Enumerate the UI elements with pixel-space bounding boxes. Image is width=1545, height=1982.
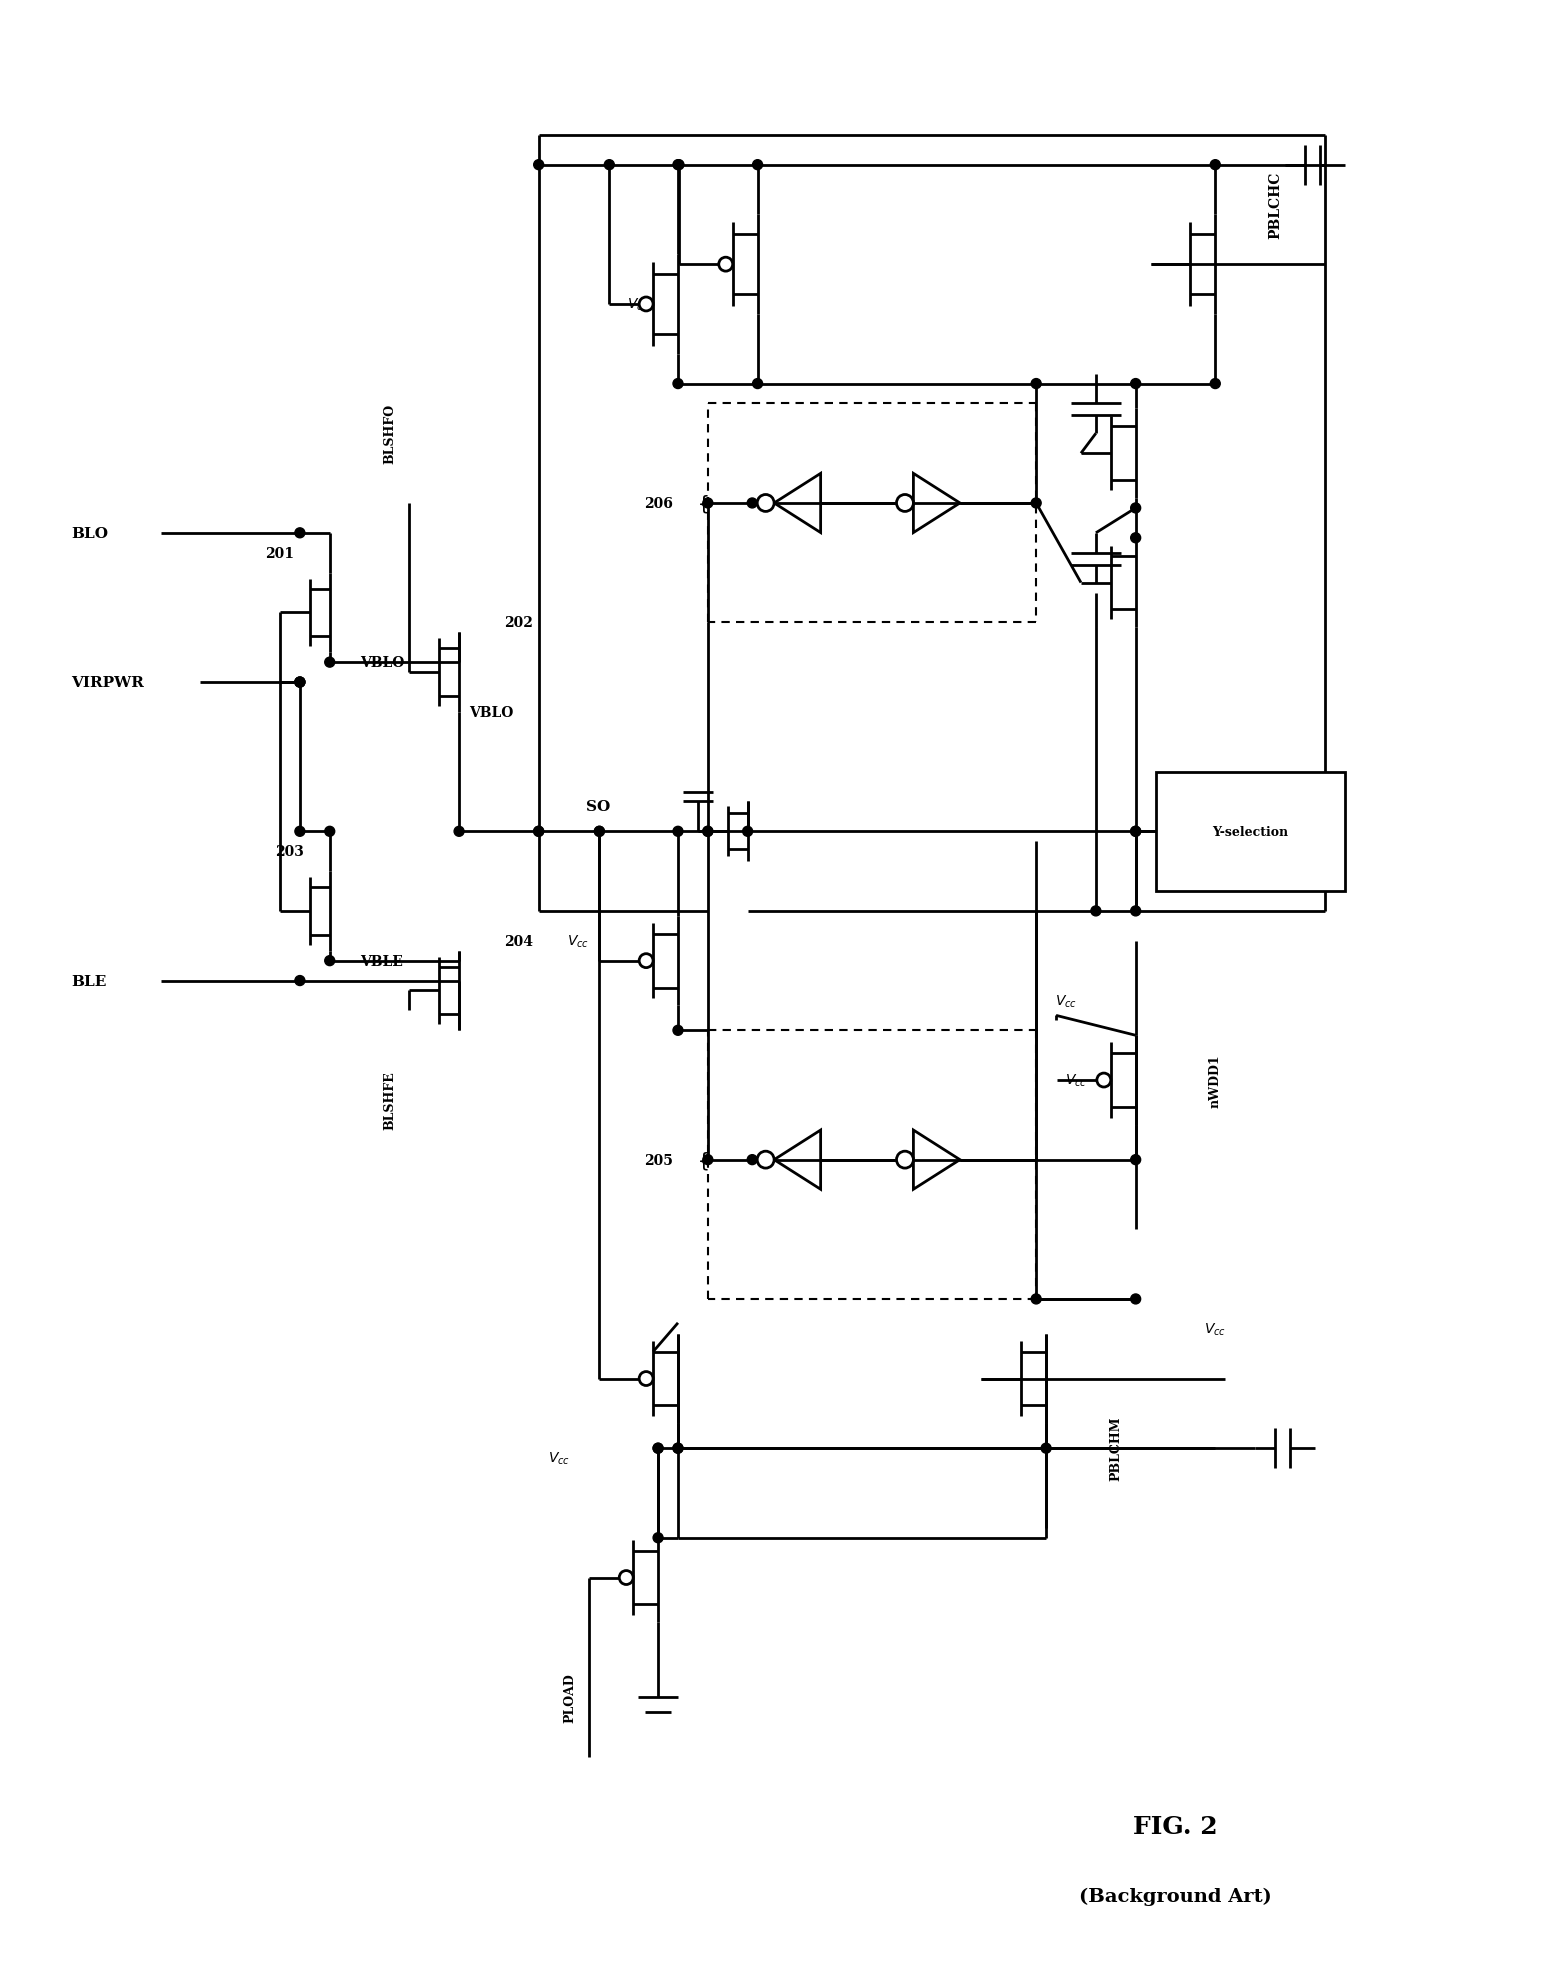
Circle shape bbox=[1131, 533, 1140, 543]
Circle shape bbox=[748, 499, 757, 509]
Circle shape bbox=[620, 1572, 633, 1586]
Circle shape bbox=[1210, 161, 1221, 170]
Circle shape bbox=[640, 1372, 654, 1385]
Circle shape bbox=[295, 678, 304, 688]
Text: $V_{cc}$: $V_{cc}$ bbox=[627, 297, 649, 313]
Circle shape bbox=[533, 161, 544, 170]
Circle shape bbox=[654, 1443, 663, 1453]
Circle shape bbox=[640, 953, 654, 967]
Circle shape bbox=[1210, 379, 1221, 388]
Circle shape bbox=[533, 826, 544, 836]
Circle shape bbox=[604, 161, 615, 170]
Circle shape bbox=[295, 826, 304, 836]
Text: FIG. 2: FIG. 2 bbox=[1132, 1814, 1217, 1839]
Circle shape bbox=[1131, 1156, 1140, 1165]
Circle shape bbox=[595, 826, 604, 836]
Text: 204: 204 bbox=[504, 934, 533, 947]
Circle shape bbox=[295, 529, 304, 539]
Text: BLO: BLO bbox=[71, 527, 108, 541]
Circle shape bbox=[674, 161, 683, 170]
Text: PBLCHC: PBLCHC bbox=[1268, 172, 1282, 240]
Circle shape bbox=[654, 1443, 663, 1453]
Circle shape bbox=[1131, 503, 1140, 513]
Circle shape bbox=[324, 658, 335, 668]
Text: Y-selection: Y-selection bbox=[1211, 825, 1289, 838]
Circle shape bbox=[674, 1443, 683, 1453]
Text: 202: 202 bbox=[504, 616, 533, 630]
Text: $\mathtt{\{}$: $\mathtt{\{}$ bbox=[697, 494, 709, 515]
Circle shape bbox=[703, 499, 712, 509]
Text: 203: 203 bbox=[275, 844, 304, 858]
Circle shape bbox=[1031, 1294, 1041, 1304]
Text: $V_{cc}$: $V_{cc}$ bbox=[1065, 1072, 1088, 1088]
Circle shape bbox=[1131, 906, 1140, 916]
Circle shape bbox=[896, 1152, 913, 1169]
Text: BLE: BLE bbox=[71, 973, 107, 989]
Circle shape bbox=[295, 678, 304, 688]
Circle shape bbox=[703, 826, 712, 836]
Circle shape bbox=[757, 1152, 774, 1169]
Circle shape bbox=[674, 379, 683, 388]
Circle shape bbox=[1131, 826, 1140, 836]
Circle shape bbox=[640, 297, 654, 311]
Circle shape bbox=[324, 955, 335, 965]
Circle shape bbox=[533, 826, 544, 836]
Circle shape bbox=[752, 161, 763, 170]
Circle shape bbox=[1131, 1294, 1140, 1304]
Circle shape bbox=[1091, 906, 1102, 916]
Circle shape bbox=[674, 1027, 683, 1037]
Text: nWDD1: nWDD1 bbox=[1208, 1054, 1222, 1108]
FancyBboxPatch shape bbox=[1156, 773, 1344, 892]
Text: 206: 206 bbox=[644, 497, 672, 511]
Circle shape bbox=[748, 1156, 757, 1165]
Circle shape bbox=[703, 1156, 712, 1165]
Circle shape bbox=[295, 678, 304, 688]
Text: $V_{cc}$: $V_{cc}$ bbox=[547, 1451, 570, 1467]
Text: PBLCHM: PBLCHM bbox=[1109, 1417, 1122, 1481]
Circle shape bbox=[654, 1532, 663, 1542]
Text: SO: SO bbox=[586, 801, 610, 815]
Circle shape bbox=[1031, 379, 1041, 388]
Circle shape bbox=[896, 496, 913, 511]
Circle shape bbox=[1131, 379, 1140, 388]
Text: (Background Art): (Background Art) bbox=[1078, 1887, 1272, 1905]
Text: $V_{cc}$: $V_{cc}$ bbox=[567, 934, 590, 949]
Text: PLOAD: PLOAD bbox=[562, 1673, 576, 1722]
Circle shape bbox=[1131, 826, 1140, 836]
Circle shape bbox=[324, 826, 335, 836]
Text: VIRPWR: VIRPWR bbox=[71, 676, 144, 690]
Circle shape bbox=[1041, 1443, 1051, 1453]
Circle shape bbox=[674, 161, 684, 170]
Circle shape bbox=[757, 496, 774, 511]
Text: $\mathtt{\{}$: $\mathtt{\{}$ bbox=[697, 1150, 709, 1171]
Circle shape bbox=[718, 258, 732, 272]
Text: $V_{cc}$: $V_{cc}$ bbox=[1204, 1320, 1227, 1338]
Circle shape bbox=[674, 1443, 683, 1453]
Text: 205: 205 bbox=[644, 1154, 672, 1167]
Circle shape bbox=[674, 826, 683, 836]
Circle shape bbox=[454, 826, 463, 836]
Circle shape bbox=[595, 826, 604, 836]
Text: $V_{cc}$: $V_{cc}$ bbox=[1055, 993, 1077, 1009]
Circle shape bbox=[295, 975, 304, 985]
Text: VBLO: VBLO bbox=[470, 706, 513, 719]
Text: VBLE: VBLE bbox=[360, 953, 402, 967]
Circle shape bbox=[1097, 1074, 1111, 1088]
Text: VBLO: VBLO bbox=[360, 656, 403, 670]
Circle shape bbox=[743, 826, 752, 836]
Circle shape bbox=[1031, 499, 1041, 509]
Text: 201: 201 bbox=[266, 547, 295, 561]
Circle shape bbox=[752, 379, 763, 388]
Text: BLSHFO: BLSHFO bbox=[383, 404, 396, 464]
Text: BLSHFE: BLSHFE bbox=[383, 1070, 396, 1130]
Circle shape bbox=[703, 826, 712, 836]
